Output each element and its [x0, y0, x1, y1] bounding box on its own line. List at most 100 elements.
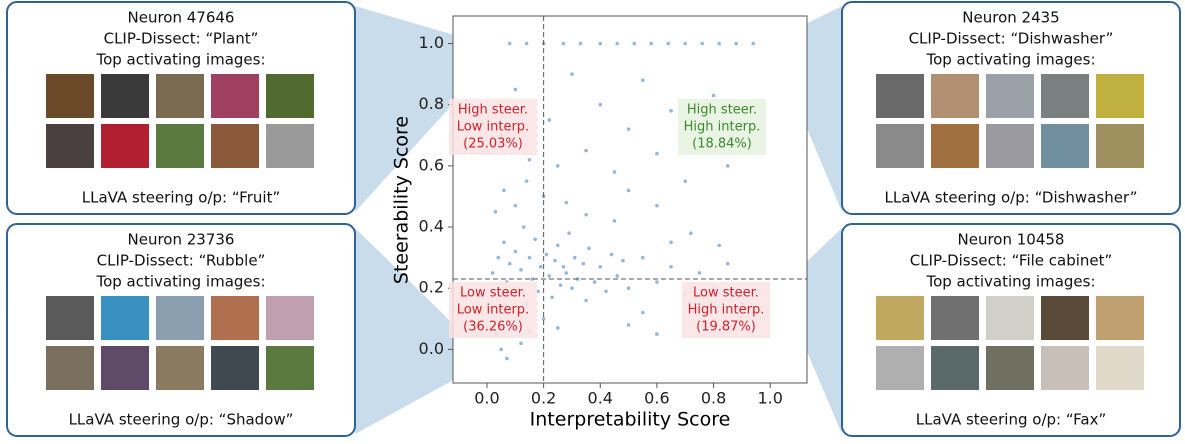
image [46, 124, 94, 168]
point [513, 87, 518, 92]
point [527, 255, 532, 260]
annotation: (19.87%) [696, 320, 756, 335]
image [1041, 346, 1089, 390]
image [266, 74, 314, 118]
point [564, 200, 569, 205]
image [986, 74, 1034, 118]
point [584, 298, 588, 303]
panel-images-label: Top activating images: [925, 273, 1095, 291]
point [519, 268, 523, 272]
image [931, 346, 979, 390]
point [496, 255, 501, 260]
image [46, 296, 94, 340]
y-tick-label: 1.0 [419, 33, 444, 52]
point [626, 127, 631, 131]
image [931, 74, 979, 118]
panel-images-label: Top activating images: [925, 51, 1095, 69]
point [513, 203, 518, 208]
point [561, 41, 566, 46]
point [598, 264, 603, 269]
point [640, 78, 645, 83]
point [725, 164, 730, 168]
panels: Neuron 47646 CLIP-Dissect: “Plant” Top act… [6, 1, 1181, 437]
point [683, 41, 688, 46]
annotation: Low steer. [460, 286, 526, 301]
annotation: High interp. [684, 120, 761, 135]
point [632, 41, 637, 46]
connector [355, 228, 490, 434]
point [609, 252, 614, 257]
annotation: High steer. [687, 103, 757, 118]
point [612, 219, 617, 223]
image [931, 124, 979, 168]
image [876, 346, 924, 390]
point [505, 356, 509, 361]
image [1096, 346, 1144, 390]
annotation-bg [678, 99, 766, 155]
point [666, 41, 671, 46]
point [581, 261, 586, 266]
point [584, 212, 588, 217]
x-tick-label: 1.0 [757, 389, 782, 408]
panel-clip: CLIP-Dissect: “Rubble” [97, 252, 266, 270]
point [555, 164, 560, 168]
point [669, 109, 673, 113]
point [553, 258, 557, 263]
image [266, 296, 314, 340]
point [615, 274, 620, 278]
image [211, 346, 259, 390]
point [621, 258, 625, 263]
panel-neuron: Neuron 23736 [128, 231, 235, 249]
x-tick-label: 0.4 [588, 389, 613, 408]
image [266, 346, 314, 390]
panel-neuron: Neuron 47646 [128, 9, 235, 27]
y-tick-label: 0.4 [419, 217, 444, 236]
y-axis-label: Steerability Score [391, 116, 413, 284]
image [156, 296, 204, 340]
image [211, 296, 259, 340]
point [640, 255, 645, 260]
point [655, 151, 659, 156]
y-tick-label: 0.6 [419, 155, 444, 174]
point [626, 188, 631, 193]
point [697, 271, 702, 275]
image [1041, 74, 1089, 118]
image [156, 346, 204, 390]
panel-neuron: Neuron 10458 [958, 231, 1065, 249]
point [683, 179, 688, 183]
point [717, 41, 722, 46]
point [734, 41, 738, 46]
image [211, 74, 259, 118]
point [700, 41, 705, 46]
point [604, 289, 608, 294]
point [640, 310, 645, 315]
point [493, 209, 498, 214]
point [564, 271, 569, 275]
point [669, 240, 673, 245]
point [655, 280, 659, 284]
panel-clip: CLIP-Dissect: “Plant” [104, 30, 259, 48]
point [649, 41, 654, 46]
panel-neuron: Neuron 2435 [962, 9, 1059, 27]
point [550, 295, 554, 300]
panel-images-label: Top activating images: [95, 273, 265, 291]
image [876, 124, 924, 168]
point [538, 264, 543, 269]
y-tick-label: 0.8 [419, 94, 444, 113]
image [1041, 296, 1089, 340]
point [570, 72, 574, 76]
x-tick-label: 0.0 [474, 389, 499, 408]
annotation-bg [682, 282, 770, 338]
panel-steering: LLaVA steering o/p: “Fax” [916, 411, 1107, 429]
x-tick-label: 0.2 [531, 389, 556, 408]
point [612, 170, 617, 174]
image [156, 124, 204, 168]
point [655, 332, 659, 336]
point [626, 286, 631, 290]
image [211, 124, 259, 168]
image [1096, 296, 1144, 340]
point [558, 283, 563, 287]
annotation: Low interp. [457, 120, 529, 135]
point [507, 41, 512, 46]
point [561, 264, 566, 269]
